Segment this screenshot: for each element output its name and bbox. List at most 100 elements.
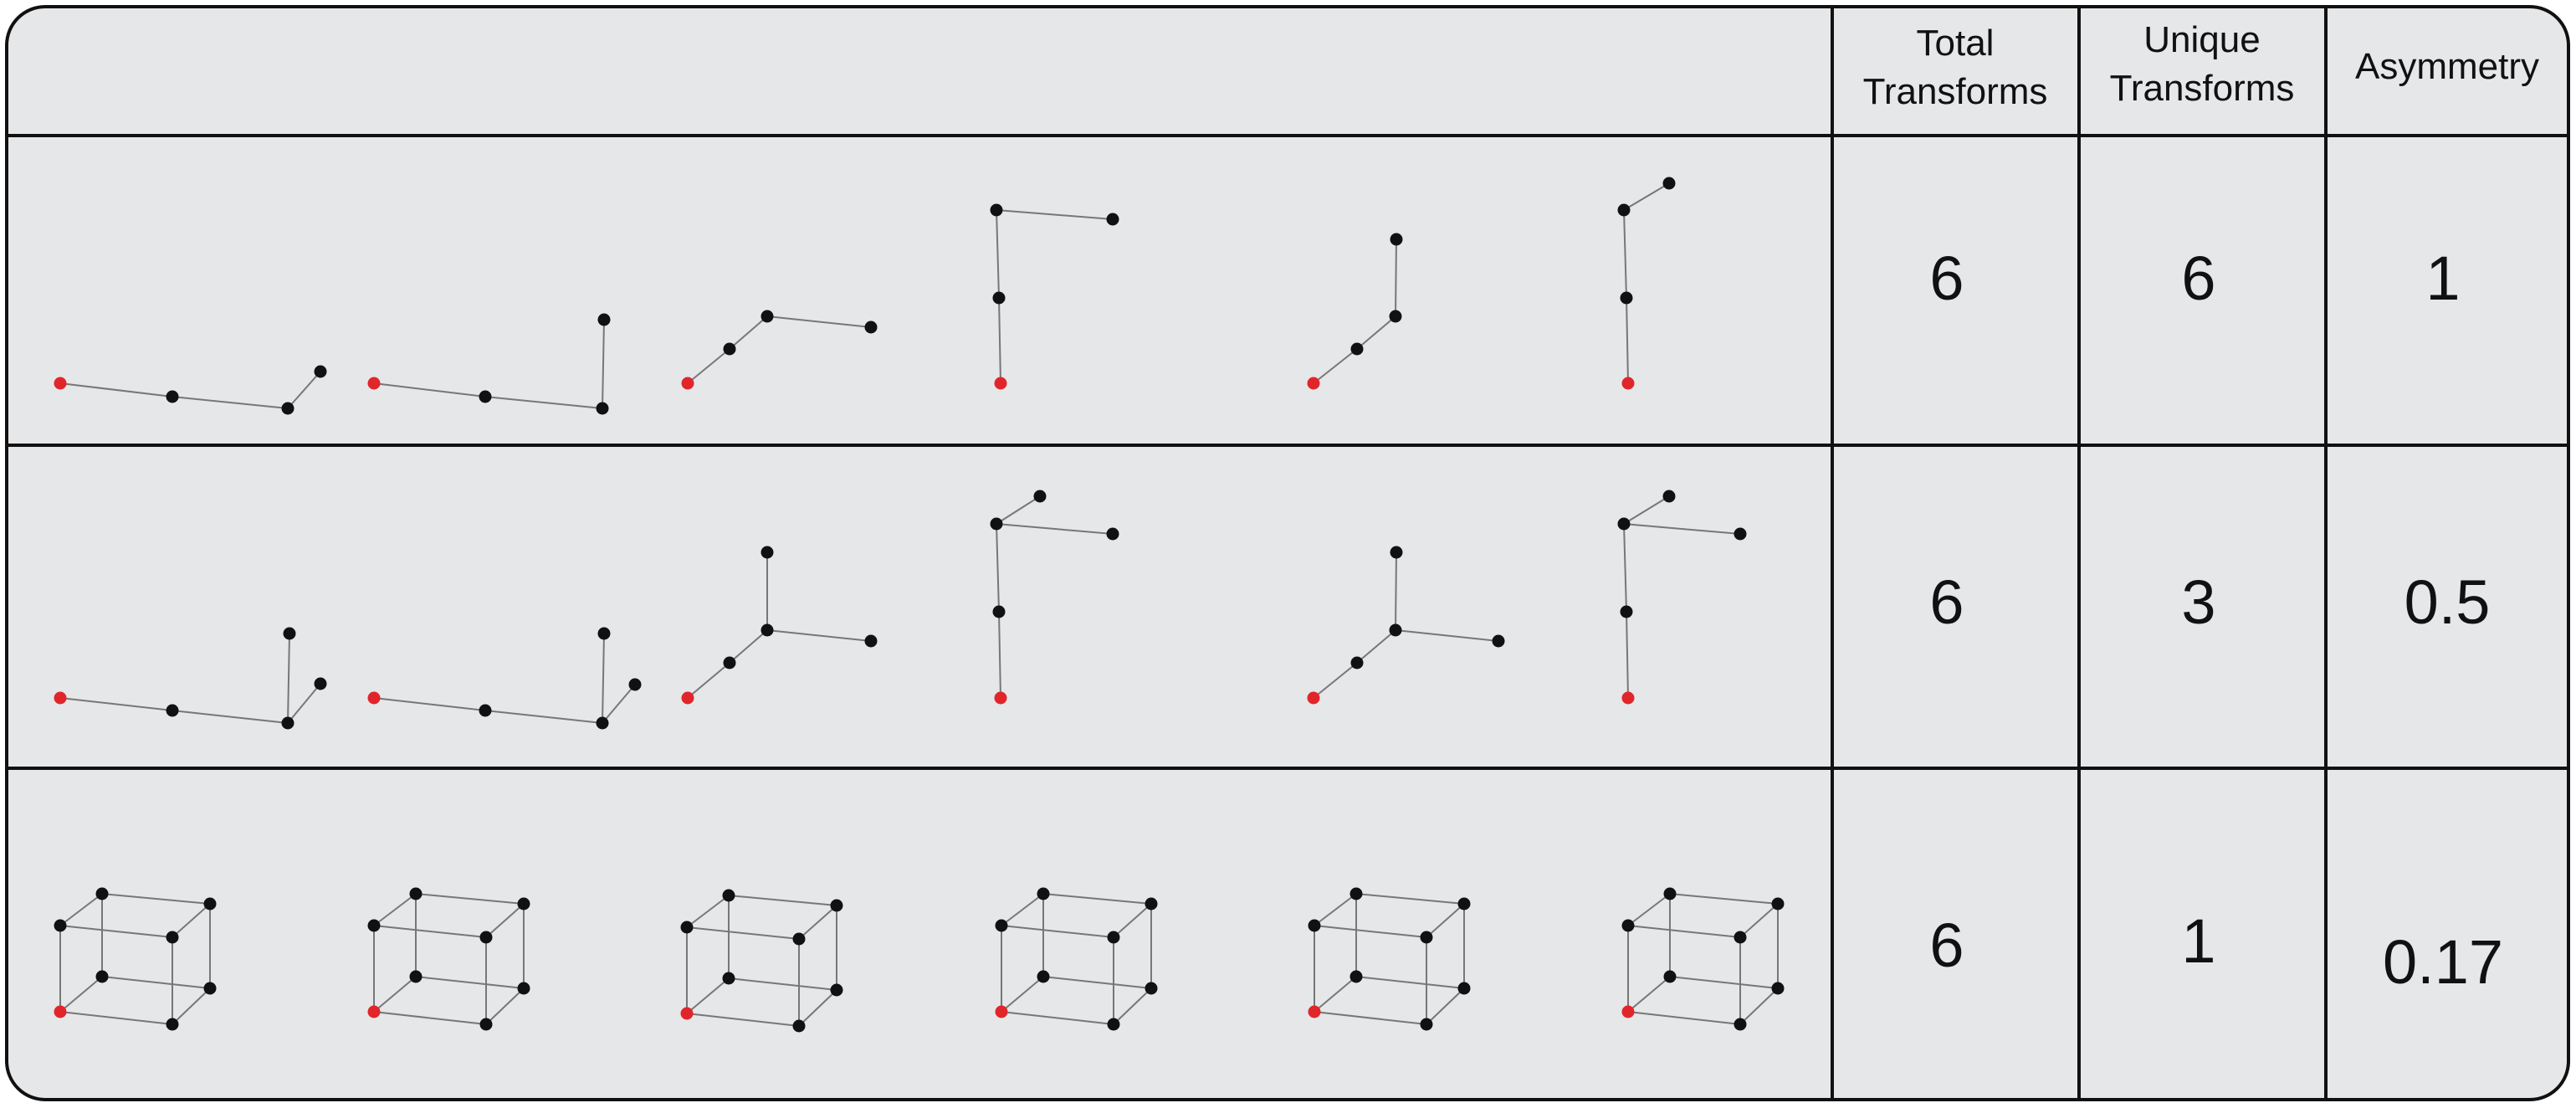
bond-edge (373, 925, 487, 938)
bond-edge (1001, 1011, 1114, 1025)
row-2-structure-2 (367, 627, 642, 730)
bond-edge (728, 977, 837, 991)
row-3-structure-3 (680, 889, 843, 1033)
bond-edge (101, 976, 211, 989)
bond-edge (59, 893, 103, 926)
node (281, 716, 294, 730)
node (1492, 634, 1505, 648)
node (479, 390, 492, 403)
node (1620, 605, 1633, 618)
node (1390, 546, 1403, 559)
bond-edge (59, 697, 173, 711)
node (1308, 919, 1321, 932)
bond-edge (485, 987, 525, 1025)
bond-edge (728, 895, 837, 906)
bond-edge (687, 348, 730, 384)
bond-edge (287, 633, 290, 724)
node (995, 919, 1008, 932)
table-frame (5, 5, 2570, 1101)
bond-edge (1626, 297, 1629, 384)
node (1389, 623, 1402, 637)
node (166, 931, 179, 944)
bond-edge (602, 633, 605, 724)
node (992, 605, 1006, 618)
node (203, 982, 217, 995)
node (723, 656, 736, 669)
node (95, 970, 109, 983)
bond-edge (686, 926, 800, 940)
bond-edge (602, 319, 605, 409)
bond-edge (59, 976, 103, 1013)
bond-edge (484, 710, 603, 724)
bond-edge (172, 396, 289, 409)
bond-edge (1623, 209, 1627, 299)
bond-edge (1314, 976, 1357, 1013)
node (367, 919, 381, 932)
bond-edge (729, 315, 768, 350)
bond-edge (996, 523, 1000, 613)
row-3-total: 6 (1929, 911, 1964, 980)
bond-edge (1626, 611, 1629, 699)
node (1420, 931, 1433, 944)
node (792, 1019, 806, 1033)
row-1-values: 6 6 1 (1929, 244, 2460, 313)
node (1349, 887, 1363, 900)
node (1420, 1018, 1433, 1031)
structure-diagrams (54, 177, 1785, 1033)
node (761, 623, 774, 637)
node (1617, 203, 1631, 217)
row-2-values: 6 3 0.5 (1929, 567, 2490, 637)
node (1662, 177, 1676, 190)
node (680, 921, 694, 934)
bond-edge (996, 523, 1114, 535)
bond-edge (172, 987, 211, 1025)
node (1734, 1018, 1747, 1031)
row-2-structure-6 (1617, 490, 1747, 705)
row-3-unique: 1 (2181, 906, 2215, 976)
bond-edge (1001, 893, 1044, 926)
node (1145, 982, 1158, 995)
node (597, 313, 611, 326)
row-1-total: 6 (1929, 244, 1964, 313)
bond-edge (996, 209, 1114, 220)
node (1771, 982, 1785, 995)
node (1390, 233, 1403, 246)
bond-edge (415, 976, 525, 989)
bond-edge (996, 209, 1000, 299)
bond-edge (729, 629, 768, 664)
node (314, 677, 327, 690)
bond-edge (1669, 976, 1779, 989)
bond-edge (1426, 987, 1465, 1025)
node (166, 390, 179, 403)
bond-edge (373, 976, 417, 1013)
bond-edge (1355, 976, 1465, 989)
bond-edge (1113, 987, 1152, 1025)
node (1033, 490, 1047, 503)
node (1106, 527, 1119, 541)
bond-edge (686, 977, 730, 1014)
node (166, 1018, 179, 1031)
row-2-asymmetry: 0.5 (2404, 567, 2491, 637)
origin-node (1307, 377, 1320, 390)
row-2-structure-1 (54, 627, 327, 730)
bond-edge (798, 905, 837, 940)
bond-edge (1356, 629, 1396, 664)
node (479, 1018, 493, 1031)
header-unique-transforms: Unique Transforms (2110, 19, 2295, 109)
node (723, 342, 736, 356)
origin-node (367, 1005, 381, 1018)
row-1-structure-2 (367, 313, 611, 415)
bond-edge (1314, 925, 1427, 938)
bond-edge (373, 697, 486, 711)
node (761, 310, 774, 323)
header-unique-line2: Transforms (2110, 68, 2295, 109)
bond-edge (998, 297, 1001, 384)
bond-edge (172, 710, 289, 724)
node (722, 889, 735, 902)
bond-edge (287, 683, 321, 724)
header-unique-line1: Unique (2143, 19, 2260, 60)
row-3-values: 6 1 0.17 (1929, 906, 2503, 997)
bond-edge (998, 611, 1001, 699)
node (479, 704, 492, 717)
bond-edge (1113, 903, 1152, 938)
